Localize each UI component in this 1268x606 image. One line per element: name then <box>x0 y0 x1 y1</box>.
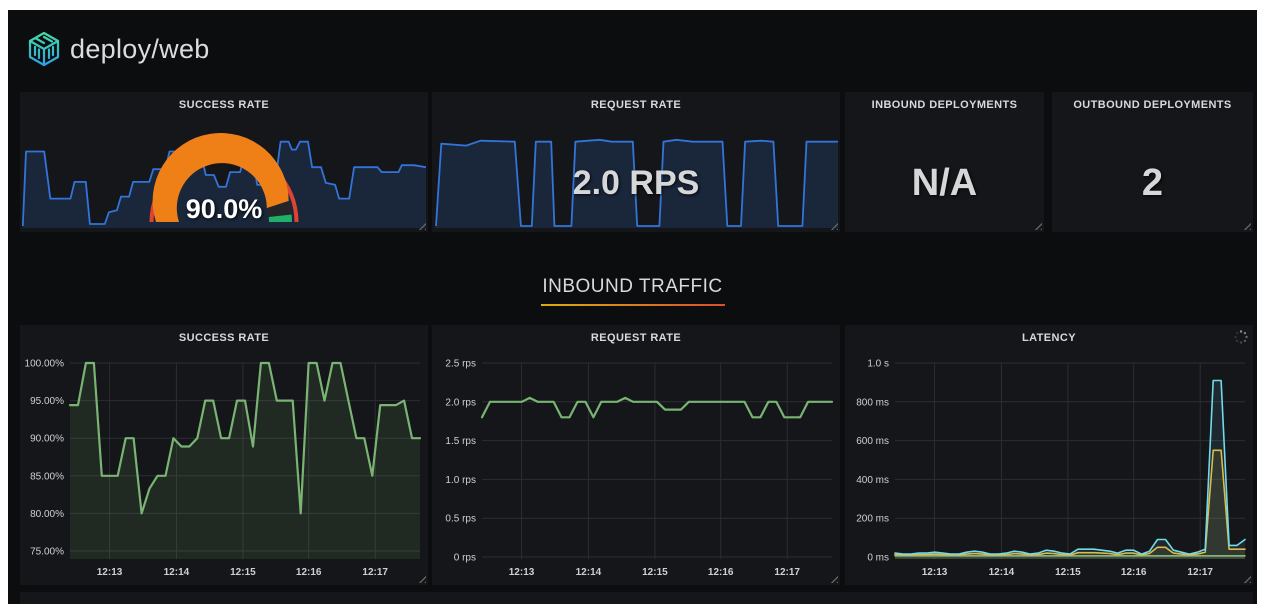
stat-panel-outbound-deployments[interactable]: OUTBOUND DEPLOYMENTS 2 <box>1052 92 1253 232</box>
svg-text:12:13: 12:13 <box>97 567 123 578</box>
section-header-panel: INBOUND TRAFFIC <box>12 262 1253 328</box>
svg-text:12:17: 12:17 <box>1187 567 1213 578</box>
request-rate-chart[interactable]: 2.5 rps 2.0 rps 1.5 rps 1.0 rps 0.5 rps 0 rps… <box>434 355 838 581</box>
stat-value: 2 <box>1141 161 1164 204</box>
success-rate-chart[interactable]: 100.00% 95.00% 90.00% 85.00% 80.00% 75.00% 12:… <box>22 355 426 581</box>
svg-text:1.0 rps: 1.0 rps <box>445 475 476 486</box>
resize-handle-icon[interactable] <box>418 575 426 583</box>
svg-text:0 rps: 0 rps <box>454 553 476 564</box>
svg-text:200 ms: 200 ms <box>856 514 889 525</box>
chart-panel-latency[interactable]: LATENCY 1.0 s 800 ms 600 ms 400 ms 200 ms 0 m… <box>845 325 1253 585</box>
next-row-panel-edge <box>20 592 1253 604</box>
panel-title[interactable]: INBOUND DEPLOYMENTS <box>871 99 1018 111</box>
svg-text:95.00%: 95.00% <box>30 396 64 407</box>
request-rate-sparkline <box>434 126 838 228</box>
resize-handle-icon[interactable] <box>418 222 426 230</box>
panel-title[interactable]: REQUEST RATE <box>590 99 682 111</box>
svg-text:12:15: 12:15 <box>642 567 668 578</box>
svg-text:12:14: 12:14 <box>576 567 602 578</box>
resize-handle-icon[interactable] <box>1243 222 1251 230</box>
stat-panel-request-rate[interactable]: REQUEST RATE 2.0 RPS <box>432 92 840 232</box>
panel-title[interactable]: LATENCY <box>1022 332 1076 344</box>
stat-panel-success-rate[interactable]: SUCCESS RATE 90.0% <box>20 92 428 232</box>
loading-spinner-icon <box>1234 330 1248 344</box>
svg-text:12:16: 12:16 <box>1121 567 1147 578</box>
chart-panel-request-rate[interactable]: REQUEST RATE 2.5 rps 2.0 rps 1.5 rps 1.0 rp… <box>432 325 840 585</box>
grafana-dashboard: deploy/web SUCCESS RATE 90.0% REQUEST RA… <box>8 10 1257 604</box>
svg-text:80.00%: 80.00% <box>30 509 64 520</box>
svg-text:0.5 rps: 0.5 rps <box>445 514 476 525</box>
dashboard-title[interactable]: deploy/web <box>70 33 210 64</box>
section-title[interactable]: INBOUND TRAFFIC <box>542 276 723 297</box>
svg-text:600 ms: 600 ms <box>856 436 889 447</box>
svg-text:0 ms: 0 ms <box>867 553 889 564</box>
svg-text:100.00%: 100.00% <box>25 359 65 370</box>
panel-title[interactable]: OUTBOUND DEPLOYMENTS <box>1073 99 1232 111</box>
latency-chart[interactable]: 1.0 s 800 ms 600 ms 400 ms 200 ms 0 ms 12:13 12… <box>847 355 1251 581</box>
svg-text:12:14: 12:14 <box>164 567 190 578</box>
stat-value: N/A <box>911 161 978 204</box>
svg-text:75.00%: 75.00% <box>30 547 64 558</box>
deploy-logo-icon <box>28 31 60 67</box>
section-underline <box>540 304 725 306</box>
panel-title[interactable]: SUCCESS RATE <box>178 99 270 111</box>
svg-text:12:16: 12:16 <box>296 567 322 578</box>
svg-text:85.00%: 85.00% <box>30 471 64 482</box>
svg-text:2.5 rps: 2.5 rps <box>445 359 476 370</box>
stat-panel-inbound-deployments[interactable]: INBOUND DEPLOYMENTS N/A <box>845 92 1044 232</box>
success-rate-sparkline <box>22 126 426 228</box>
svg-text:1.0 s: 1.0 s <box>867 359 889 370</box>
chart-panel-success-rate[interactable]: SUCCESS RATE 100.00% 95.00% 90.00% 85.00% 80… <box>20 325 428 585</box>
svg-text:2.0 rps: 2.0 rps <box>445 397 476 408</box>
svg-text:12:17: 12:17 <box>774 567 800 578</box>
panel-title[interactable]: SUCCESS RATE <box>178 332 270 344</box>
svg-text:800 ms: 800 ms <box>856 397 889 408</box>
svg-text:12:15: 12:15 <box>230 567 256 578</box>
resize-handle-icon[interactable] <box>830 222 838 230</box>
success-rate-gauge <box>139 130 309 226</box>
resize-handle-icon[interactable] <box>830 575 838 583</box>
svg-text:12:13: 12:13 <box>509 567 535 578</box>
svg-text:1.5 rps: 1.5 rps <box>445 436 476 447</box>
resize-handle-icon[interactable] <box>1243 575 1251 583</box>
header-panel: deploy/web <box>12 14 1257 84</box>
panel-title[interactable]: REQUEST RATE <box>590 332 682 344</box>
svg-text:12:17: 12:17 <box>362 567 388 578</box>
svg-text:90.00%: 90.00% <box>30 434 64 445</box>
svg-text:400 ms: 400 ms <box>856 475 889 486</box>
svg-text:12:15: 12:15 <box>1055 567 1081 578</box>
resize-handle-icon[interactable] <box>1034 222 1042 230</box>
svg-text:12:16: 12:16 <box>708 567 734 578</box>
svg-text:12:14: 12:14 <box>989 567 1015 578</box>
svg-text:12:13: 12:13 <box>922 567 948 578</box>
